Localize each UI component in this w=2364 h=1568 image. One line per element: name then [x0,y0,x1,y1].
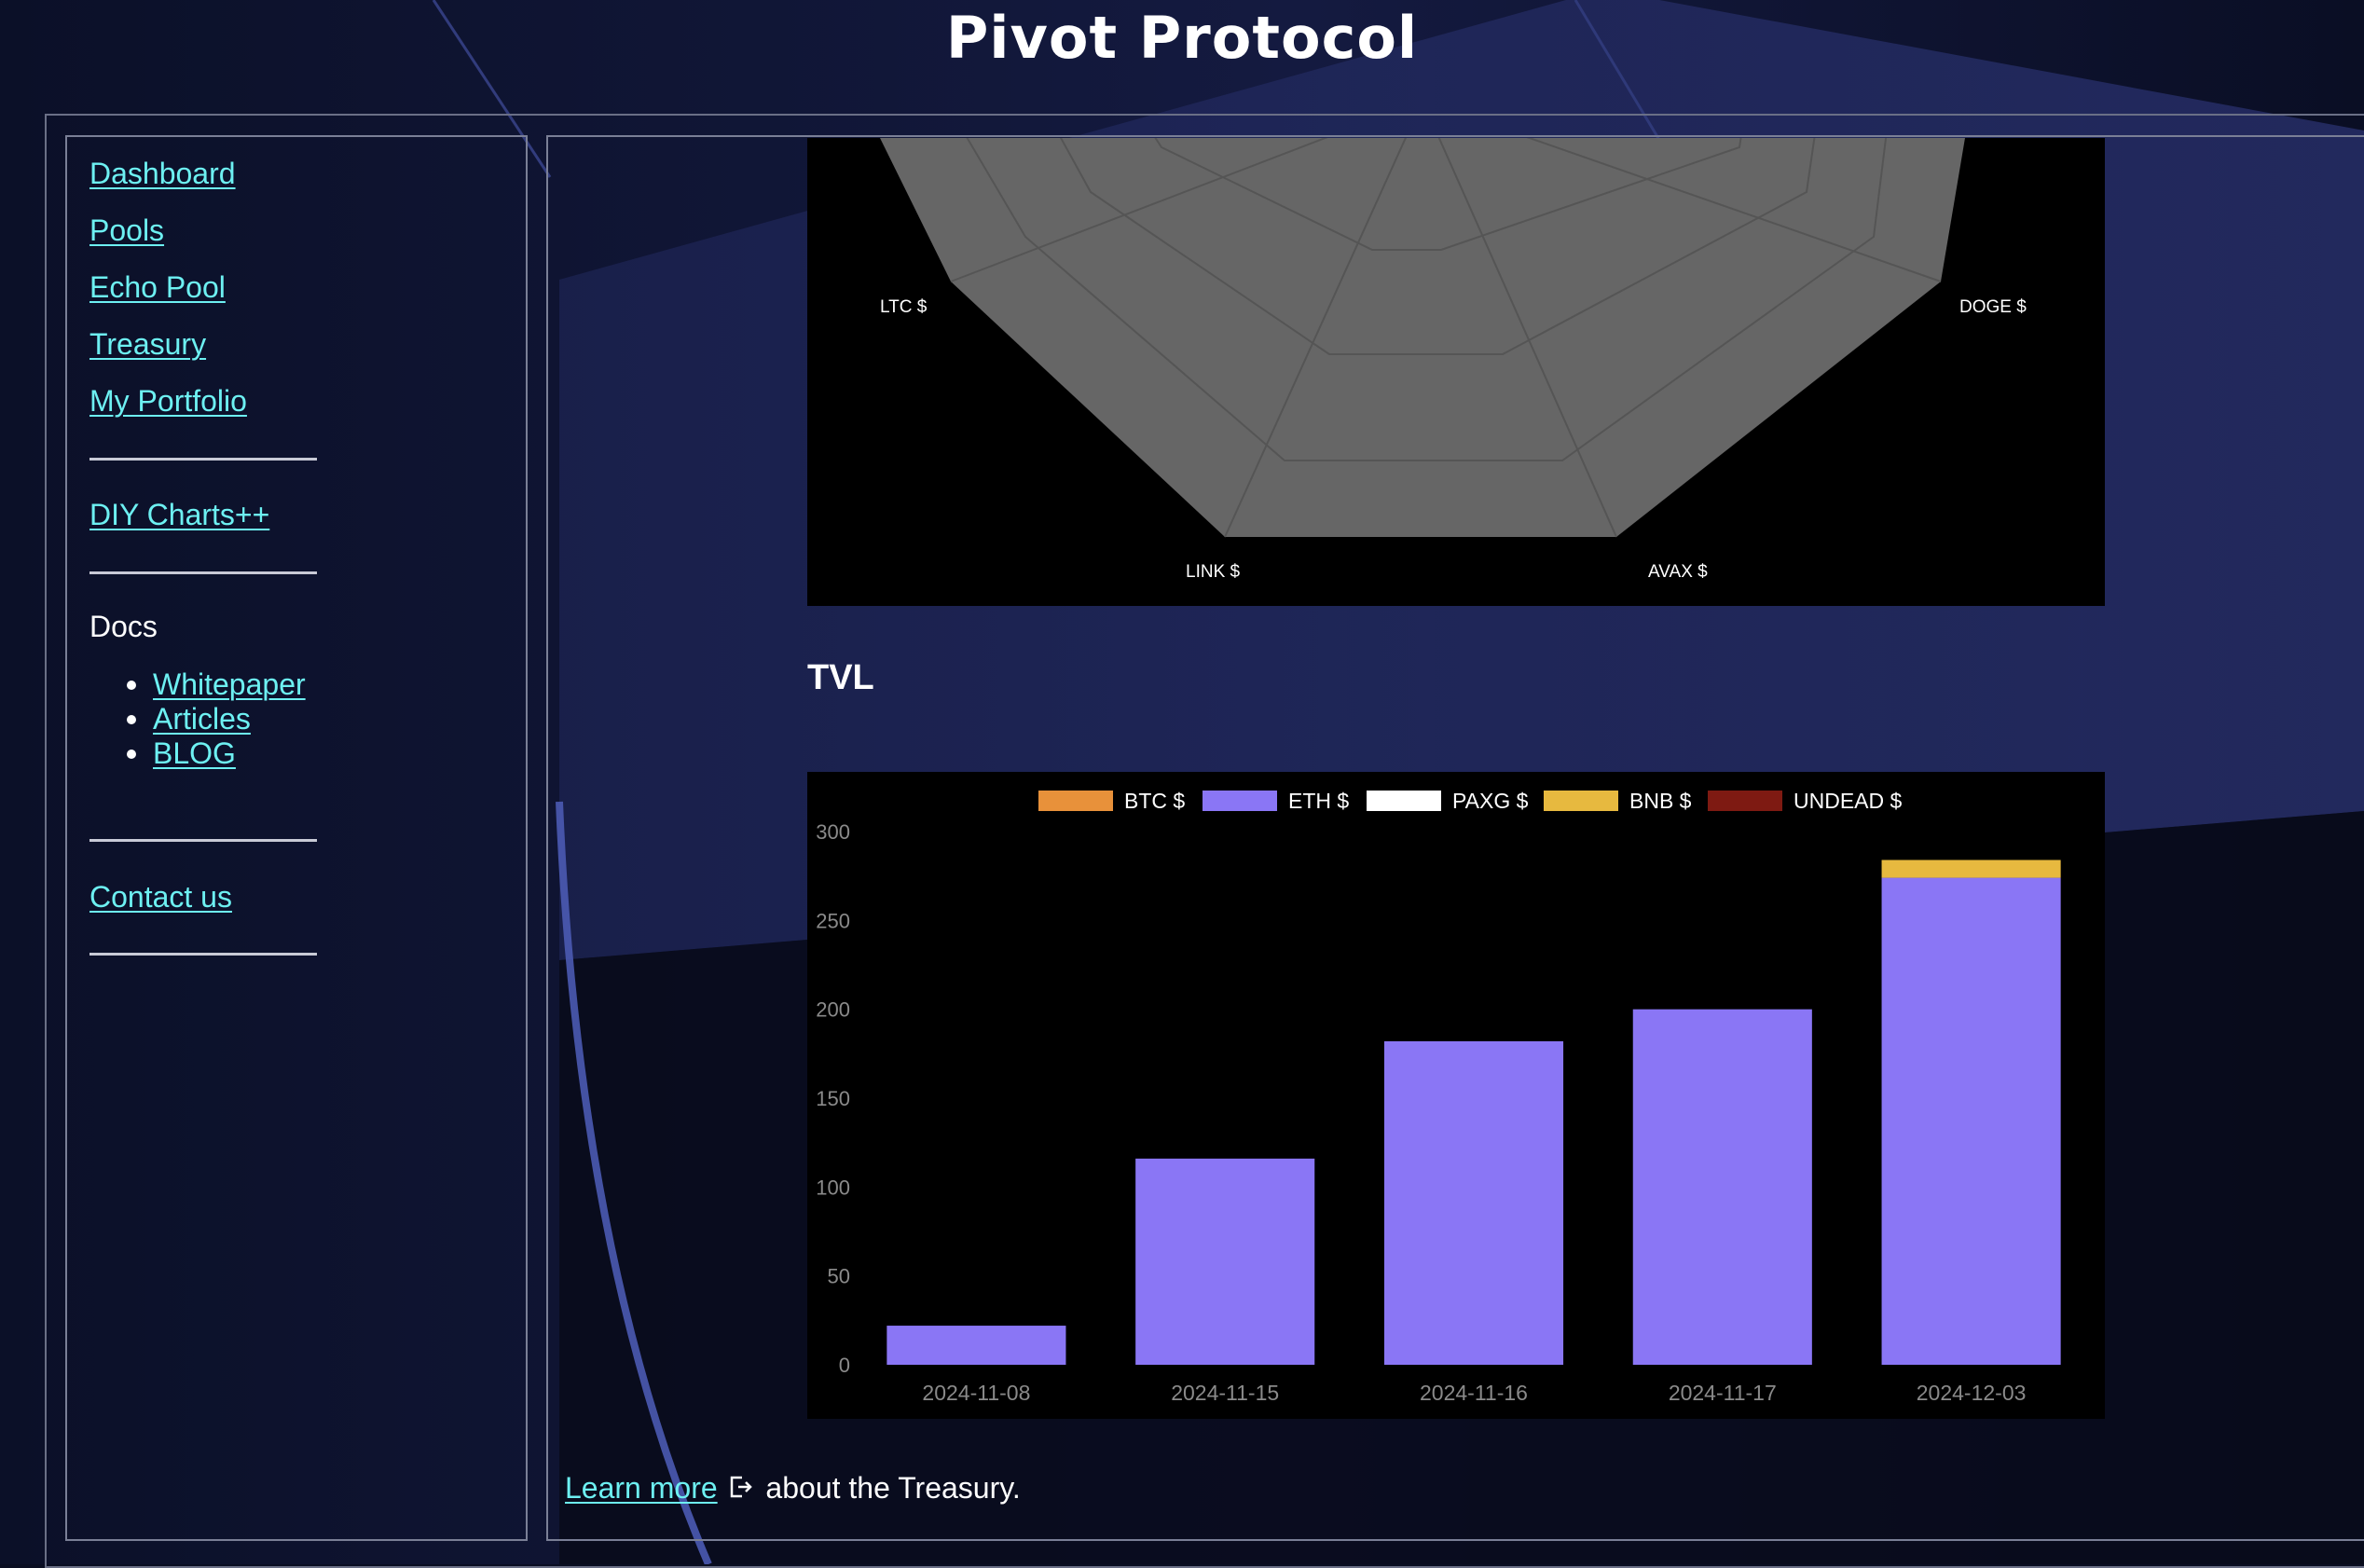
legend-label: PAXG $ [1452,789,1529,813]
main-content [546,135,2364,1541]
external-link-icon[interactable] [728,1473,752,1507]
docs-list: Whitepaper Articles BLOG [127,667,306,771]
legend-swatch [1708,791,1782,811]
radar-label-ltc: LTC $ [880,297,928,317]
sidebar-link-my-portfolio[interactable]: My Portfolio [89,384,247,418]
x-tick-label: 2024-11-15 [1171,1381,1279,1405]
radar-label-link: LINK $ [1186,562,1241,582]
legend-swatch [1203,791,1277,811]
docs-item-articles: Articles [127,702,306,736]
bar-segment [1135,1158,1315,1365]
sidebar-link-treasury[interactable]: Treasury [89,327,207,361]
radar-label-avax: AVAX $ [1648,562,1708,582]
y-tick-label: 150 [816,1087,850,1110]
sidebar-link-contact[interactable]: Contact us [89,880,232,914]
bar-segment [1881,877,2061,1365]
bar-segment [1383,1040,1564,1365]
sidebar-item-my-portfolio[interactable]: My Portfolio [89,384,247,419]
legend-label: BTC $ [1124,789,1185,813]
x-tick-label: 2024-11-08 [922,1381,1030,1405]
legend-swatch [1038,791,1113,811]
learn-more-link[interactable]: Learn more [565,1471,718,1505]
legend-label: BNB $ [1629,789,1692,813]
sidebar-divider [89,839,317,842]
y-tick-label: 250 [816,909,850,932]
radar-chart[interactable]: LTC $ DOGE $ LINK $ AVAX $ [807,25,2105,606]
docs-link-articles[interactable]: Articles [153,702,251,736]
radar-label-doge: DOGE $ [1959,297,2027,317]
sidebar-item-diy-charts[interactable]: DIY Charts++ [89,498,269,532]
y-tick-label: 0 [839,1354,850,1377]
sidebar-item-dashboard[interactable]: Dashboard [89,157,236,191]
learn-more-suffix: about the Treasury. [765,1471,1021,1505]
sidebar-link-pools[interactable]: Pools [89,213,165,247]
learn-more-line: Learn more about the Treasury. [565,1471,1021,1507]
y-tick-label: 100 [816,1176,850,1199]
sidebar-divider [89,953,317,956]
bar-segment [1881,860,2061,878]
tvl-heading: TVL [807,658,874,697]
docs-item-whitepaper: Whitepaper [127,667,306,702]
bar-segment [1632,1009,1812,1365]
legend-swatch [1367,791,1441,811]
x-tick-label: 2024-11-17 [1669,1381,1777,1405]
sidebar-item-pools[interactable]: Pools [89,213,164,248]
sidebar-link-dashboard[interactable]: Dashboard [89,157,236,190]
page-title: Pivot Protocol [945,4,1419,72]
y-tick-label: 200 [816,998,850,1022]
bullet-icon [127,680,136,690]
legend-label: ETH $ [1288,789,1349,813]
x-tick-label: 2024-11-16 [1420,1381,1528,1405]
sidebar-divider [89,571,317,574]
docs-link-whitepaper[interactable]: Whitepaper [153,667,306,701]
docs-link-blog[interactable]: BLOG [153,736,236,770]
y-tick-label: 50 [828,1265,850,1288]
sidebar [65,135,528,1541]
sidebar-item-contact[interactable]: Contact us [89,880,232,915]
sidebar-item-echo-pool[interactable]: Echo Pool [89,270,226,305]
radar-svg: LTC $ DOGE $ LINK $ AVAX $ [880,25,2027,582]
sidebar-link-diy-charts[interactable]: DIY Charts++ [89,498,270,531]
tvl-chart-svg: BTC $ ETH $ PAXG $ BNB $ UNDEAD $ 0 50 100 150 20… [816,789,2061,1405]
sidebar-divider [89,458,317,461]
sidebar-link-echo-pool[interactable]: Echo Pool [89,270,226,304]
x-tick-label: 2024-12-03 [1917,1381,2027,1405]
tvl-chart[interactable]: BTC $ ETH $ PAXG $ BNB $ UNDEAD $ 0 50 100 150 20… [807,772,2105,1419]
bullet-icon [127,714,136,724]
legend-label: UNDEAD $ [1794,789,1903,813]
y-tick-label: 300 [816,820,850,844]
legend-swatch [1544,791,1618,811]
docs-heading: Docs [89,610,158,643]
sidebar-item-treasury[interactable]: Treasury [89,327,206,362]
bullet-icon [127,749,136,759]
docs-item-blog: BLOG [127,736,306,771]
bar-segment [886,1326,1066,1365]
radar-area [880,138,1965,537]
